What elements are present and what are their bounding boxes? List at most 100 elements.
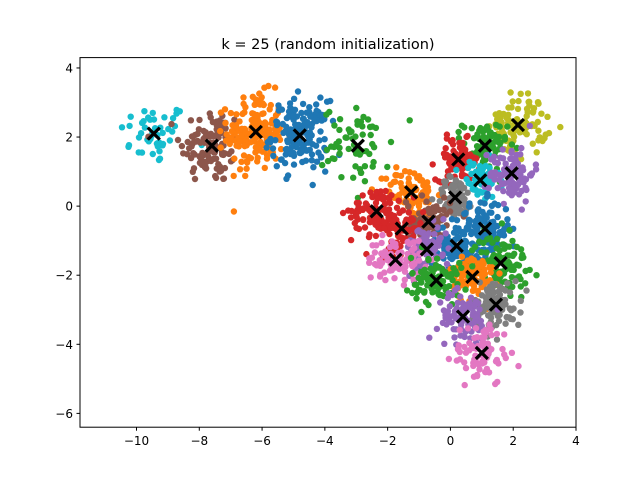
data-point	[464, 249, 471, 256]
data-point	[328, 143, 335, 150]
data-point	[336, 126, 343, 134]
data-point	[462, 349, 470, 356]
data-point	[425, 255, 432, 263]
data-point	[347, 236, 355, 244]
data-point	[357, 169, 365, 176]
data-point	[118, 124, 126, 131]
data-point	[240, 94, 247, 101]
data-point	[283, 145, 290, 153]
chart-title: k = 25 (random initialization)	[221, 37, 434, 53]
data-point	[499, 155, 507, 162]
data-point	[371, 249, 379, 256]
centroid-marker-22	[429, 273, 444, 288]
data-point	[429, 289, 436, 296]
data-point	[178, 142, 186, 150]
data-point	[440, 216, 447, 223]
data-point	[169, 128, 176, 135]
data-point	[438, 291, 445, 299]
data-point	[458, 183, 465, 190]
data-point	[432, 176, 439, 183]
data-point	[417, 279, 425, 286]
data-point	[339, 209, 347, 217]
data-point	[493, 336, 501, 343]
data-point	[515, 181, 522, 188]
data-point	[361, 163, 369, 170]
data-point	[220, 175, 228, 182]
data-point	[474, 287, 481, 295]
data-point	[373, 262, 380, 269]
data-point	[464, 189, 471, 196]
data-point	[265, 128, 273, 136]
data-point	[199, 152, 206, 160]
data-point	[464, 132, 471, 140]
data-point	[529, 140, 536, 147]
data-point	[379, 196, 387, 203]
data-point	[515, 262, 523, 269]
data-point	[196, 116, 203, 124]
data-point	[524, 90, 532, 97]
data-point	[513, 243, 521, 251]
data-point	[405, 209, 412, 216]
data-point	[233, 111, 240, 118]
data-point	[446, 303, 453, 310]
data-point	[439, 251, 446, 258]
data-point	[490, 290, 497, 297]
data-point	[406, 169, 413, 176]
data-point	[421, 266, 428, 273]
data-point	[478, 271, 485, 278]
data-point	[390, 224, 397, 231]
data-point	[304, 132, 311, 139]
x-tick-label: −10	[124, 434, 149, 448]
data-point	[507, 89, 514, 96]
data-point	[425, 230, 432, 237]
data-point	[369, 163, 376, 170]
data-point	[392, 243, 399, 251]
data-point	[250, 138, 257, 145]
data-point	[212, 155, 220, 162]
data-point	[526, 98, 533, 106]
data-point	[402, 199, 410, 206]
data-point	[194, 137, 201, 145]
data-point	[473, 143, 481, 150]
data-point	[489, 169, 496, 176]
data-point	[336, 150, 343, 157]
data-point	[222, 119, 229, 127]
data-point	[184, 151, 191, 158]
data-point	[260, 101, 267, 109]
data-point	[362, 200, 370, 207]
data-point	[499, 285, 507, 293]
data-point	[443, 260, 451, 268]
data-point	[345, 145, 352, 153]
data-point	[478, 322, 485, 330]
data-point	[306, 104, 313, 111]
data-point	[176, 108, 183, 115]
data-point	[308, 157, 315, 164]
data-point	[430, 245, 438, 252]
data-point	[233, 142, 240, 149]
data-point	[355, 208, 362, 215]
centroid-marker-6	[510, 117, 526, 133]
data-point	[415, 257, 423, 264]
data-point	[417, 177, 424, 184]
data-point	[475, 206, 482, 213]
data-point	[470, 256, 477, 264]
centroid-marker-15	[394, 221, 409, 236]
data-point	[522, 198, 529, 205]
data-point	[508, 141, 516, 148]
data-point	[322, 168, 329, 175]
data-point	[380, 252, 388, 259]
data-point	[382, 175, 390, 182]
data-point	[494, 378, 501, 386]
data-point	[287, 150, 294, 158]
data-point	[492, 121, 500, 129]
data-point	[242, 128, 249, 136]
centroid-marker-4	[292, 128, 307, 143]
data-point	[533, 149, 540, 156]
data-point	[515, 321, 522, 328]
data-point	[187, 117, 195, 124]
data-point	[425, 205, 432, 213]
data-point	[231, 116, 238, 123]
x-axis: −10 −8 −6 −4 −2 0 2 4	[124, 427, 580, 448]
data-point	[501, 351, 508, 358]
data-point	[150, 116, 158, 123]
